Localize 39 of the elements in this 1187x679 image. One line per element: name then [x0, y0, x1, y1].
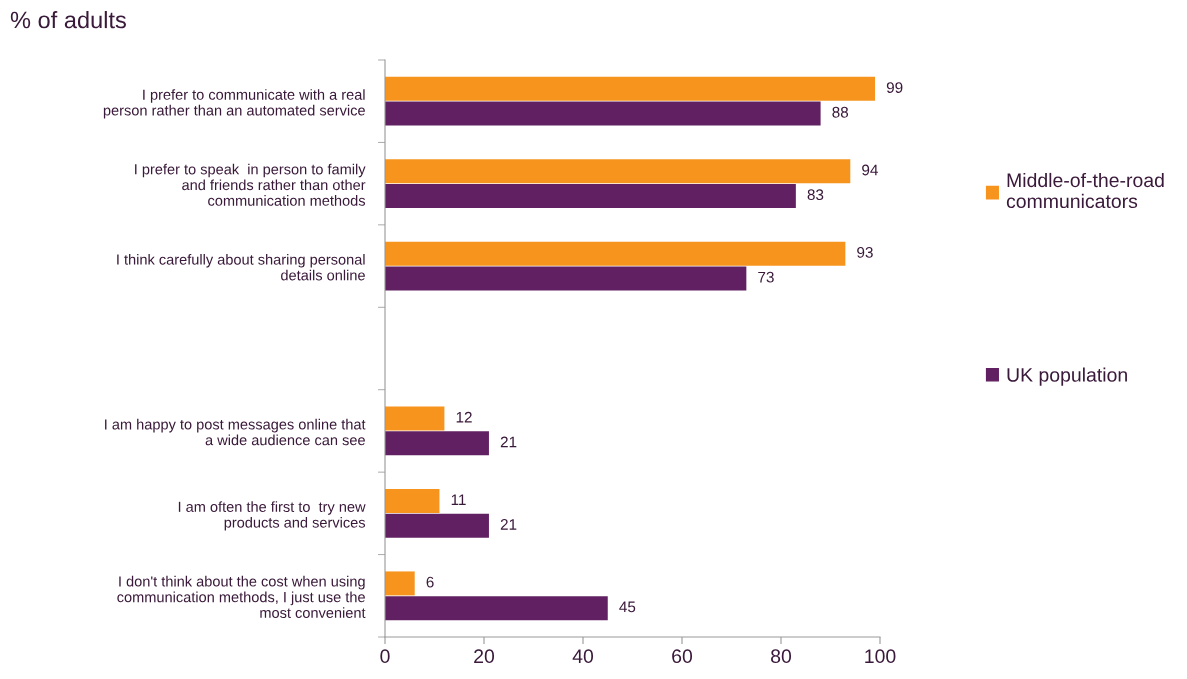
bar — [385, 489, 440, 513]
bar — [385, 406, 445, 431]
x-tick-label: 80 — [771, 649, 792, 664]
bar — [385, 76, 876, 101]
data-label: 99 — [886, 82, 903, 93]
x-tick-label: 20 — [474, 649, 495, 664]
bar — [385, 184, 796, 208]
data-label: 93 — [857, 246, 873, 258]
y-tick-label: I am happy to post messages online that a wide audience can see — [105, 418, 366, 446]
data-label: 6 — [426, 576, 434, 588]
y-tick-label: I am often the first to try new products and services — [178, 501, 366, 531]
data-label: 83 — [807, 189, 824, 201]
bar — [385, 266, 747, 291]
data-label: 21 — [500, 519, 517, 530]
data-label: 73 — [758, 271, 774, 283]
y-tick-label: I think carefully about sharing personal details online — [117, 253, 365, 281]
bar — [385, 159, 851, 184]
data-label: 12 — [456, 411, 472, 423]
x-tick-label: 100 — [865, 649, 896, 664]
bar — [385, 571, 415, 596]
text: % of adults — [10, 11, 126, 29]
x-tick-label: 60 — [672, 649, 693, 664]
data-label: 21 — [500, 436, 517, 448]
y-tick-label: I don't think about the cost when using communication methods, I just use the most convenient — [117, 575, 366, 618]
data-label: 88 — [832, 106, 849, 118]
data-label: 11 — [451, 494, 466, 505]
legend-label: UK population — [1007, 367, 1127, 386]
data-label: 45 — [619, 601, 636, 613]
bar — [385, 513, 489, 538]
bar — [385, 596, 608, 621]
bar — [385, 101, 821, 126]
x-tick-label: 40 — [572, 649, 594, 664]
y-tick-label: I prefer to speak in person to family and friends rather than other communication methods — [135, 163, 366, 206]
data-label: 94 — [862, 164, 878, 176]
bar — [385, 431, 489, 456]
y-tick-label: I prefer to communicate with a real person rather than an automated service — [103, 89, 365, 119]
legend-label: Middle-of-the-road communicators — [1006, 172, 1164, 209]
x-tick-label: 0 — [380, 649, 390, 664]
bar — [385, 241, 846, 266]
